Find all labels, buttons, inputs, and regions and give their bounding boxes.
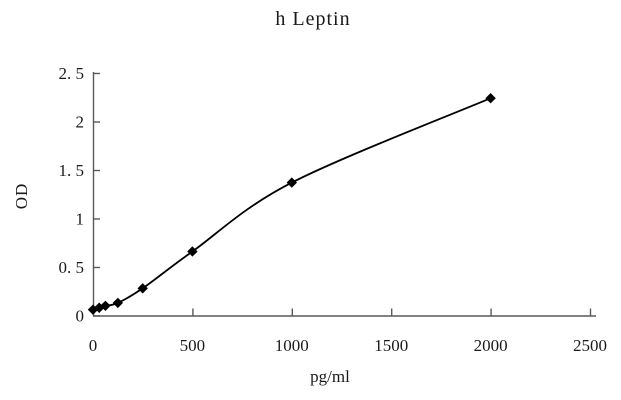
data-point-marker bbox=[485, 93, 496, 104]
y-tick-label: 2. 5 bbox=[59, 64, 85, 83]
x-tick-label: 500 bbox=[180, 336, 206, 355]
standard-curve-line bbox=[92, 97, 491, 311]
data-point-marker bbox=[112, 297, 124, 309]
chart-title: h Leptin bbox=[275, 8, 351, 30]
data-point-marker bbox=[286, 177, 297, 188]
y-tick-label: 1 bbox=[76, 210, 85, 229]
x-tick-label: 1500 bbox=[374, 336, 408, 355]
y-tick-label: 1. 5 bbox=[59, 161, 85, 180]
x-axis-title: pg/ml bbox=[310, 367, 350, 386]
data-point-marker bbox=[137, 283, 148, 294]
x-tick-label: 2500 bbox=[573, 336, 607, 355]
y-tick-label: 2 bbox=[76, 113, 85, 132]
data-point-marker bbox=[187, 246, 198, 257]
x-tick-label: 1000 bbox=[275, 336, 309, 355]
x-tick-label: 0 bbox=[89, 336, 98, 355]
y-tick-label: 0 bbox=[76, 307, 85, 326]
y-tick-label: 0. 5 bbox=[59, 258, 85, 277]
x-tick-label: 2000 bbox=[474, 336, 508, 355]
data-point-marker bbox=[100, 300, 111, 311]
